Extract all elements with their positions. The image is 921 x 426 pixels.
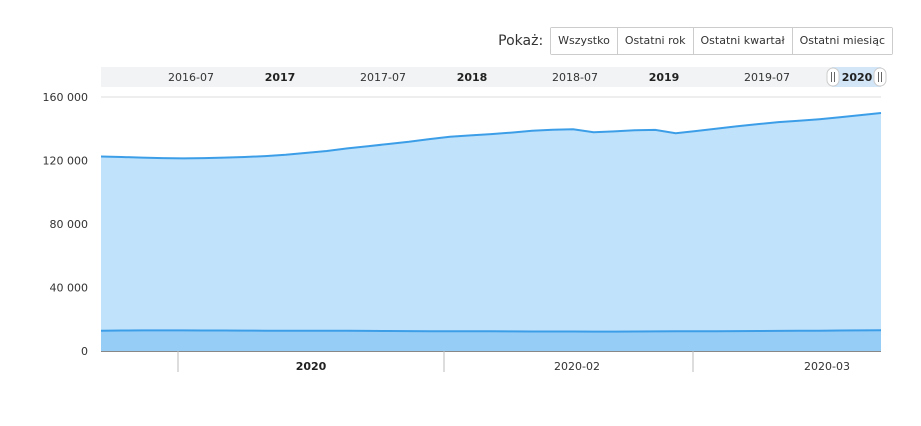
handle-body <box>873 67 887 87</box>
navigator-handle-left[interactable] <box>826 67 840 87</box>
navigator-label: 2019-07 <box>744 71 790 84</box>
navigator-label: 2016-07 <box>168 71 214 84</box>
chart-series <box>100 112 882 351</box>
range-button-group: Wszystko Ostatni rok Ostatni kwartał Ost… <box>550 27 893 55</box>
range-selector: Pokaż: Wszystko Ostatni rok Ostatni kwar… <box>498 27 893 55</box>
y-tick-label: 80 000 <box>50 218 89 231</box>
navigator-handles[interactable] <box>826 67 887 87</box>
range-button-all[interactable]: Wszystko <box>551 28 617 54</box>
upper-area <box>101 113 881 351</box>
navigator-label: 2018 <box>457 71 488 84</box>
range-button-last-month[interactable]: Ostatni miesiąc <box>791 28 892 54</box>
navigator-background <box>101 67 881 87</box>
lower-series-line <box>100 329 882 333</box>
range-selector-label: Pokaż: <box>498 33 544 49</box>
y-tick-label: 160 000 <box>43 91 89 104</box>
range-button-last-quarter[interactable]: Ostatni kwartał <box>692 28 792 54</box>
navigator-label: 2020 <box>842 71 873 84</box>
x-axis: 2020 2020-02 2020-03 <box>101 351 881 373</box>
navigator-selected-range[interactable] <box>832 67 881 87</box>
navigator-label: 2019 <box>649 71 680 84</box>
upper-series-line <box>100 112 882 160</box>
navigator-labels: 2016-07 2017 2017-07 2018 2018-07 2019 2019-07… <box>168 71 873 84</box>
navigator-label: 2017 <box>265 71 296 84</box>
handle-body <box>826 67 840 87</box>
navigator-handle-right[interactable] <box>873 67 887 87</box>
navigator-label: 2017-07 <box>360 71 406 84</box>
y-tick-label: 40 000 <box>50 282 89 295</box>
x-tick-label: 2020-02 <box>554 360 600 373</box>
x-tick-label: 2020 <box>296 360 327 373</box>
navigator-label: 2018-07 <box>552 71 598 84</box>
x-tick-label: 2020-03 <box>804 360 850 373</box>
range-button-last-year[interactable]: Ostatni rok <box>616 28 693 54</box>
lower-area <box>101 330 881 351</box>
y-tick-label: 0 <box>81 345 88 358</box>
y-axis: 0 40 000 80 000 120 000 160 000 <box>43 91 89 358</box>
y-tick-label: 120 000 <box>43 155 89 168</box>
